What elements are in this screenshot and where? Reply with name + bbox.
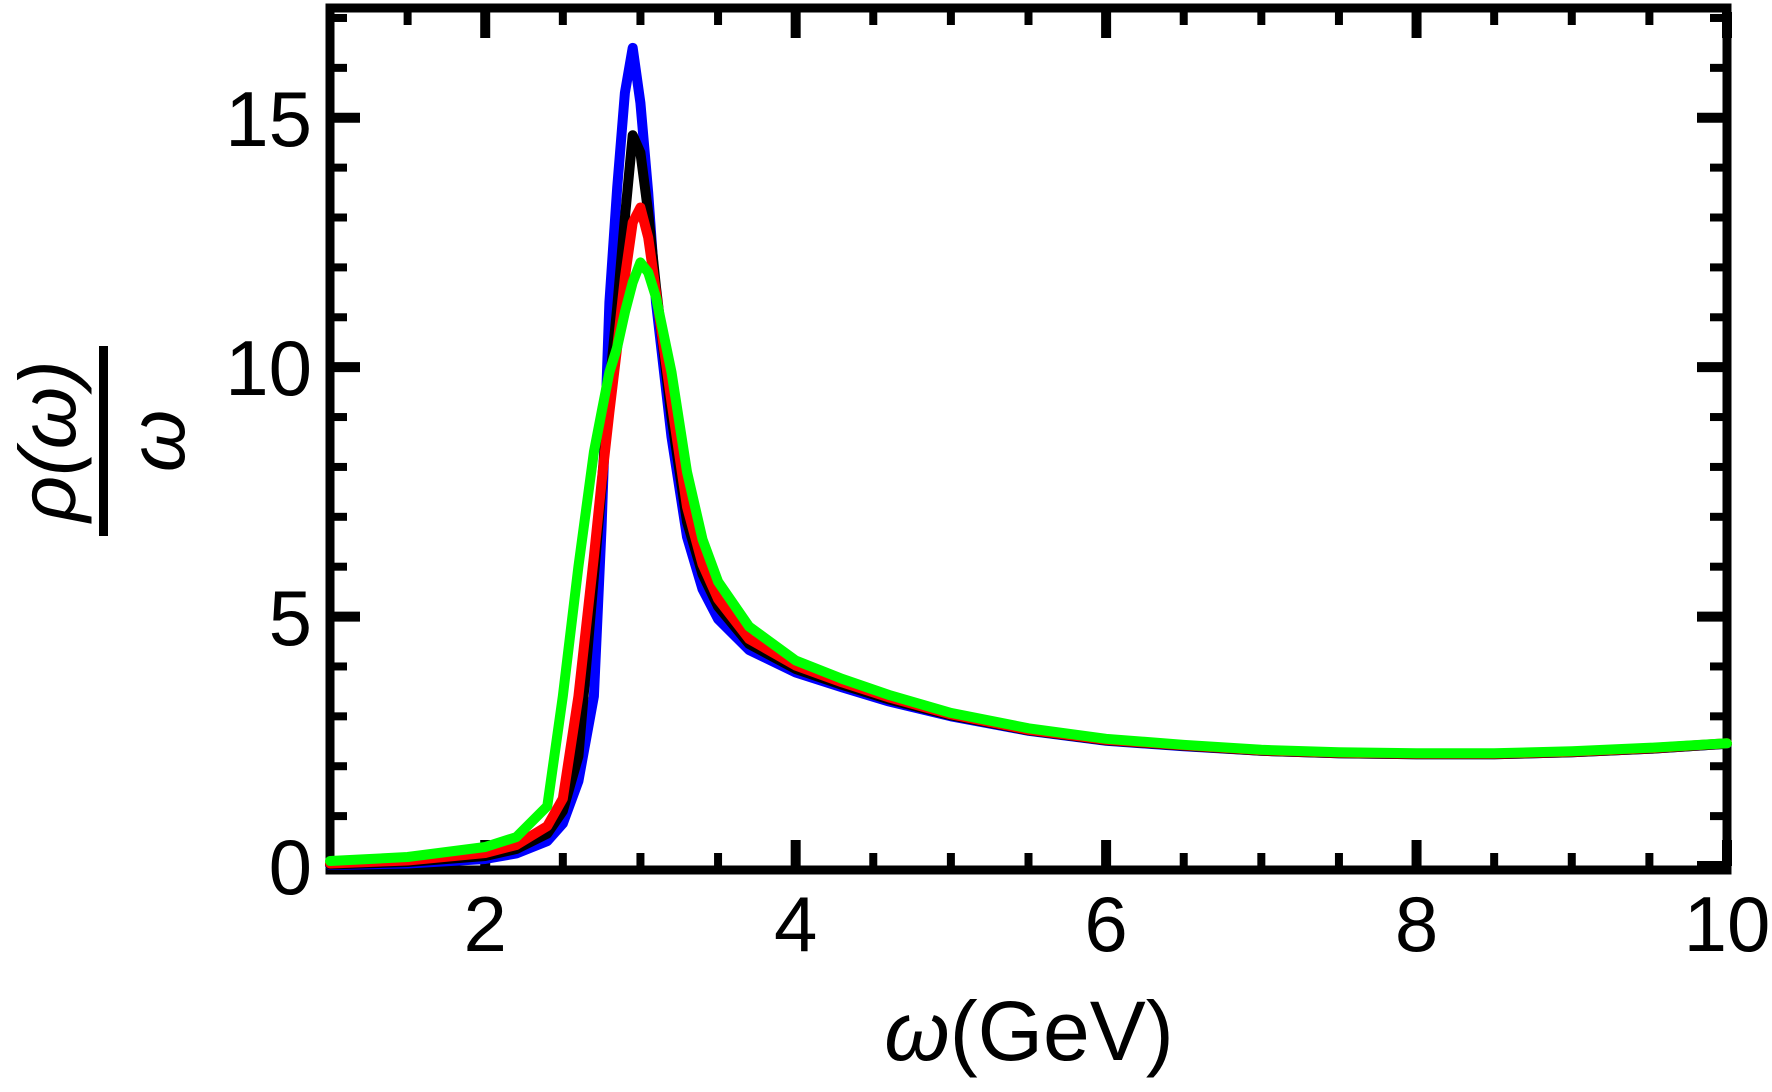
x-axis-label: ω(GeV) — [829, 985, 1229, 1077]
x-tick-label-2: 2 — [463, 880, 507, 968]
green-curve — [325, 257, 1732, 866]
red-curve — [325, 202, 1732, 869]
blue-curve — [325, 42, 1732, 870]
x-tick-label-10: 10 — [1683, 880, 1771, 968]
x-tick-label-4: 4 — [773, 880, 818, 968]
y-tick-label-0: 0 — [268, 823, 312, 911]
axis-ticks — [334, 12, 1732, 871]
y-tick-label-10: 10 — [225, 324, 312, 413]
curves — [325, 42, 1732, 870]
x-axis-label-omega: ω — [884, 984, 950, 1078]
y-tick-label-15: 15 — [225, 74, 312, 163]
x-axis-label-unit: (GeV) — [949, 984, 1174, 1078]
x-tick-label-6: 6 — [1084, 880, 1128, 968]
x-tick-label-8: 8 — [1394, 880, 1439, 968]
y-tick-label-5: 5 — [268, 573, 312, 662]
plot-frame — [325, 3, 1732, 875]
